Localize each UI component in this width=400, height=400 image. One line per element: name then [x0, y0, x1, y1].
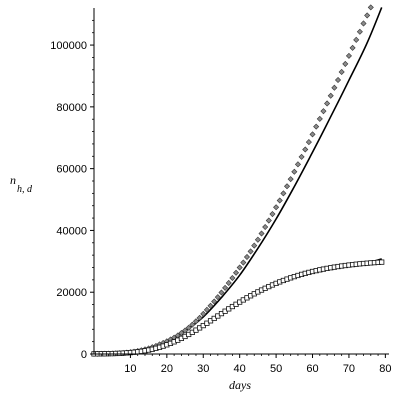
data-point — [291, 168, 298, 175]
data-point — [294, 161, 301, 168]
x-tick-label: 60 — [306, 363, 318, 375]
x-tick-label: 40 — [234, 363, 246, 375]
data-point — [305, 139, 312, 146]
data-point — [269, 211, 276, 218]
data-point — [360, 20, 367, 27]
y-tick-label: 20000 — [56, 287, 87, 299]
data-point — [233, 269, 240, 276]
data-point — [218, 289, 225, 296]
data-point — [364, 12, 371, 19]
series-1-points — [90, 4, 374, 357]
y-axis: 0 20000 40000 60000 80000 100000 — [50, 8, 95, 361]
y-tick-label: 80000 — [56, 102, 87, 114]
data-point — [258, 230, 265, 237]
x-tick-label: 70 — [343, 363, 355, 375]
data-point — [185, 324, 192, 331]
y-tick-label: 0 — [81, 349, 87, 361]
data-point — [251, 242, 258, 249]
y-tick-label: 60000 — [56, 164, 87, 176]
data-point — [349, 44, 356, 51]
data-point — [214, 294, 221, 301]
data-point — [334, 76, 342, 84]
data-point — [182, 327, 189, 334]
data-point — [320, 108, 327, 115]
data-point — [313, 123, 320, 130]
data-point — [273, 204, 280, 211]
y-tick-label: 40000 — [56, 225, 87, 237]
data-point — [211, 298, 218, 305]
data-point — [262, 224, 269, 231]
y-tick-label: 100000 — [50, 40, 87, 52]
data-point — [189, 321, 196, 328]
data-point — [236, 264, 243, 271]
data-point — [276, 197, 283, 204]
data-point — [324, 100, 331, 107]
x-tick-label: 80 — [379, 363, 391, 375]
x-tick-label: 20 — [161, 363, 173, 375]
data-point — [338, 68, 345, 75]
plot-area — [90, 4, 385, 357]
data-point — [280, 190, 287, 197]
x-tick-label: 50 — [270, 363, 282, 375]
data-point — [379, 259, 385, 265]
data-point — [302, 146, 309, 153]
data-point — [309, 131, 316, 138]
data-point — [342, 60, 349, 67]
data-point — [287, 176, 294, 183]
data-point — [298, 153, 305, 160]
x-tick-label: 10 — [124, 363, 136, 375]
data-point — [284, 183, 291, 190]
data-point — [222, 284, 229, 291]
data-point — [356, 28, 363, 35]
data-point — [353, 36, 360, 43]
x-axis-title: days — [229, 378, 251, 392]
data-point — [200, 310, 207, 317]
data-point — [331, 84, 338, 91]
y-axis-title-subscript: h, d — [17, 184, 33, 195]
data-point — [247, 248, 254, 255]
data-point — [265, 217, 272, 224]
data-point — [327, 92, 334, 99]
data-point — [254, 236, 261, 243]
data-point — [207, 302, 214, 309]
data-point — [192, 318, 199, 325]
data-point — [316, 115, 323, 122]
data-point — [225, 279, 232, 286]
data-point — [367, 4, 374, 11]
data-point — [345, 52, 352, 59]
series-2-points — [91, 259, 385, 357]
data-point — [240, 259, 247, 266]
x-axis: 10 20 30 40 50 60 70 80 — [94, 353, 391, 375]
data-point — [196, 314, 203, 321]
y-axis-title: n — [10, 173, 16, 187]
x-tick-label: 30 — [197, 363, 209, 375]
data-point — [243, 253, 250, 261]
data-point — [203, 306, 210, 313]
data-point — [229, 274, 236, 282]
